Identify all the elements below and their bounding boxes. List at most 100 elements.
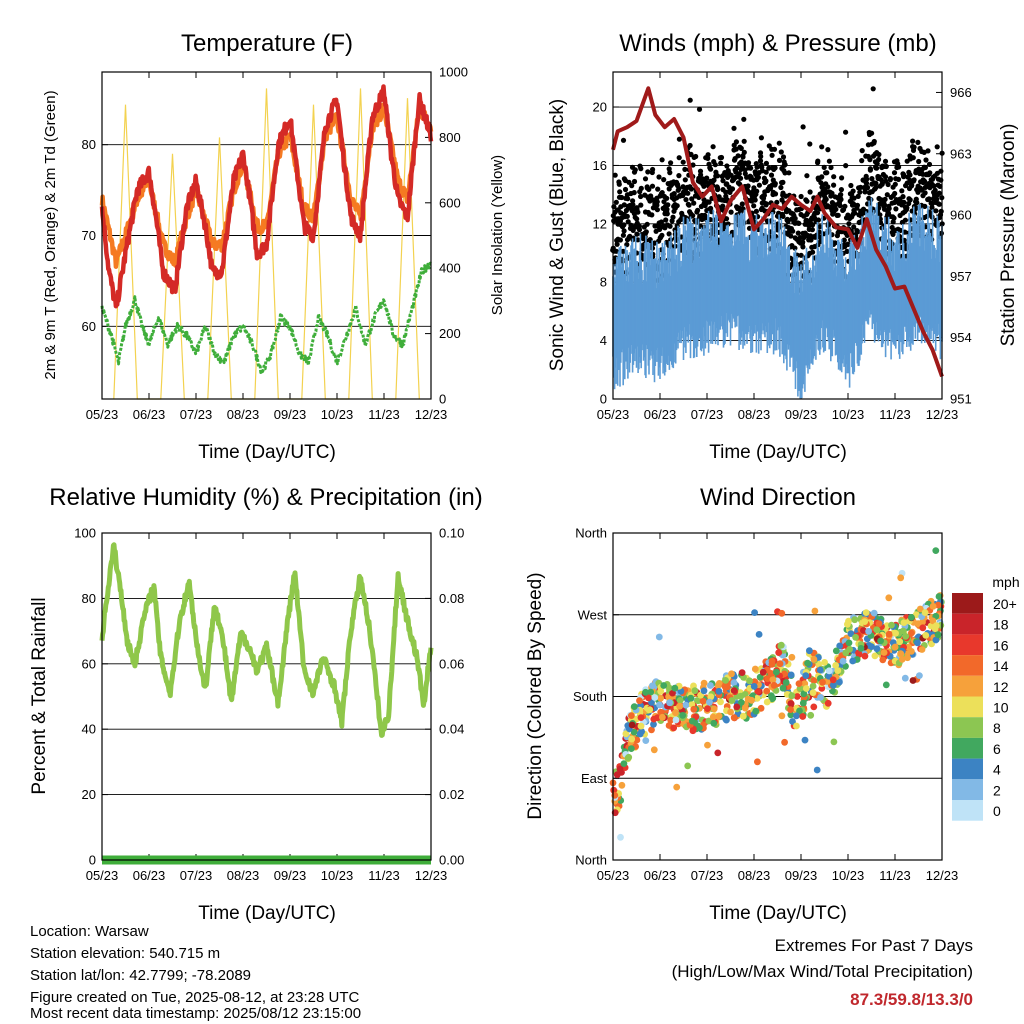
gust-point [687, 142, 693, 149]
direction-point [880, 649, 888, 656]
gust-point [869, 130, 875, 136]
direction-point [916, 672, 923, 679]
humidity-y-label: Percent & Total Rainfall [29, 597, 50, 794]
direction-point [810, 703, 818, 711]
humidity-y2-tick-label: 0.00 [439, 853, 464, 868]
direction-point [637, 722, 645, 730]
direction-point [763, 698, 771, 706]
direction-point [868, 643, 875, 650]
gust-point [815, 158, 821, 164]
gust-point [654, 199, 660, 205]
gust-point [756, 182, 763, 188]
gust-point [885, 181, 891, 188]
gust-point [745, 183, 751, 189]
gust-point [745, 160, 752, 166]
direction-point [657, 694, 664, 702]
direction-point [802, 685, 810, 692]
gust-point [668, 160, 674, 166]
direction-point [795, 680, 803, 687]
direction-point [768, 695, 776, 703]
gust-point [612, 172, 618, 178]
gust-point [663, 217, 669, 223]
legend-swatch [952, 717, 983, 738]
gust-point [718, 154, 725, 161]
gust-point [701, 183, 707, 189]
direction-point [628, 735, 636, 743]
humidity-y-tick-label: 60 [82, 656, 96, 671]
gust-point [914, 200, 920, 206]
direction-point [723, 716, 730, 724]
gust-point [738, 145, 744, 151]
legend-label: 14 [993, 658, 1009, 674]
temperature-x-tick-label: 05/23 [86, 407, 119, 422]
direction-point [722, 677, 729, 684]
direction-point [839, 657, 847, 665]
gust-point [876, 156, 882, 163]
gust-point [698, 172, 704, 178]
direction-point [929, 602, 937, 610]
gust-point [620, 232, 627, 238]
direction-point [642, 737, 650, 744]
gust-point [933, 208, 939, 214]
gust-point [711, 177, 717, 183]
gust-point [613, 248, 619, 254]
gust-point [656, 174, 662, 180]
gust-point [843, 129, 849, 135]
gust-point [631, 190, 637, 196]
gust-point [613, 199, 619, 205]
direction-point [704, 705, 711, 712]
winds-y2-tick-label: 957 [950, 269, 972, 284]
temperature-x-tick-label: 08/23 [227, 407, 260, 422]
gust-point [844, 248, 850, 254]
gust-point [900, 194, 906, 200]
temperature-y-tick-label: 60 [82, 319, 96, 334]
gust-point [927, 170, 933, 176]
direction-y-tick-label: South [573, 689, 607, 704]
legend-swatch [952, 696, 983, 718]
temperature-y2-tick-label: 0 [439, 392, 446, 407]
location-text: Location: Warsaw [30, 923, 149, 940]
gust-point [720, 178, 726, 184]
gust-point [634, 216, 640, 222]
gust-point [646, 186, 652, 192]
gust-point [661, 177, 667, 183]
legend-swatch [952, 634, 983, 656]
direction-point [816, 666, 824, 674]
gust-point [754, 188, 760, 194]
direction-point [793, 712, 800, 720]
gust-point [705, 152, 711, 158]
direction-point [673, 783, 681, 791]
direction-point [897, 650, 905, 658]
direction-point [824, 699, 832, 707]
gust-point [780, 213, 786, 219]
direction-point [909, 677, 917, 684]
gust-point [664, 195, 670, 201]
direction-point [861, 618, 869, 625]
gust-point [819, 144, 825, 150]
temperature-y2-tick-label: 800 [439, 130, 461, 145]
direction-point [932, 547, 940, 554]
gust-point [910, 138, 916, 144]
gust-point [620, 248, 626, 254]
direction-point [759, 668, 767, 676]
direction-point [846, 645, 853, 653]
gust-point [931, 183, 937, 189]
direction-point [832, 647, 840, 655]
direction-point [845, 617, 852, 625]
gust-point [776, 140, 782, 146]
gust-point [741, 116, 747, 122]
gust-point [829, 190, 835, 196]
gust-point [682, 166, 688, 172]
gust-point [739, 201, 745, 207]
gust-point [938, 177, 944, 183]
gust-point [724, 163, 730, 169]
gust-point [876, 151, 882, 158]
direction-point [787, 706, 794, 713]
legend-label: 6 [993, 741, 1001, 757]
gust-point [839, 175, 845, 181]
gust-point [796, 220, 802, 226]
gust-point [843, 163, 849, 169]
speed-legend: 20+ 18 16 14 12 10 8 6 4 2 0 [952, 593, 1017, 821]
gust-point [936, 201, 942, 207]
gust-point [741, 149, 747, 155]
